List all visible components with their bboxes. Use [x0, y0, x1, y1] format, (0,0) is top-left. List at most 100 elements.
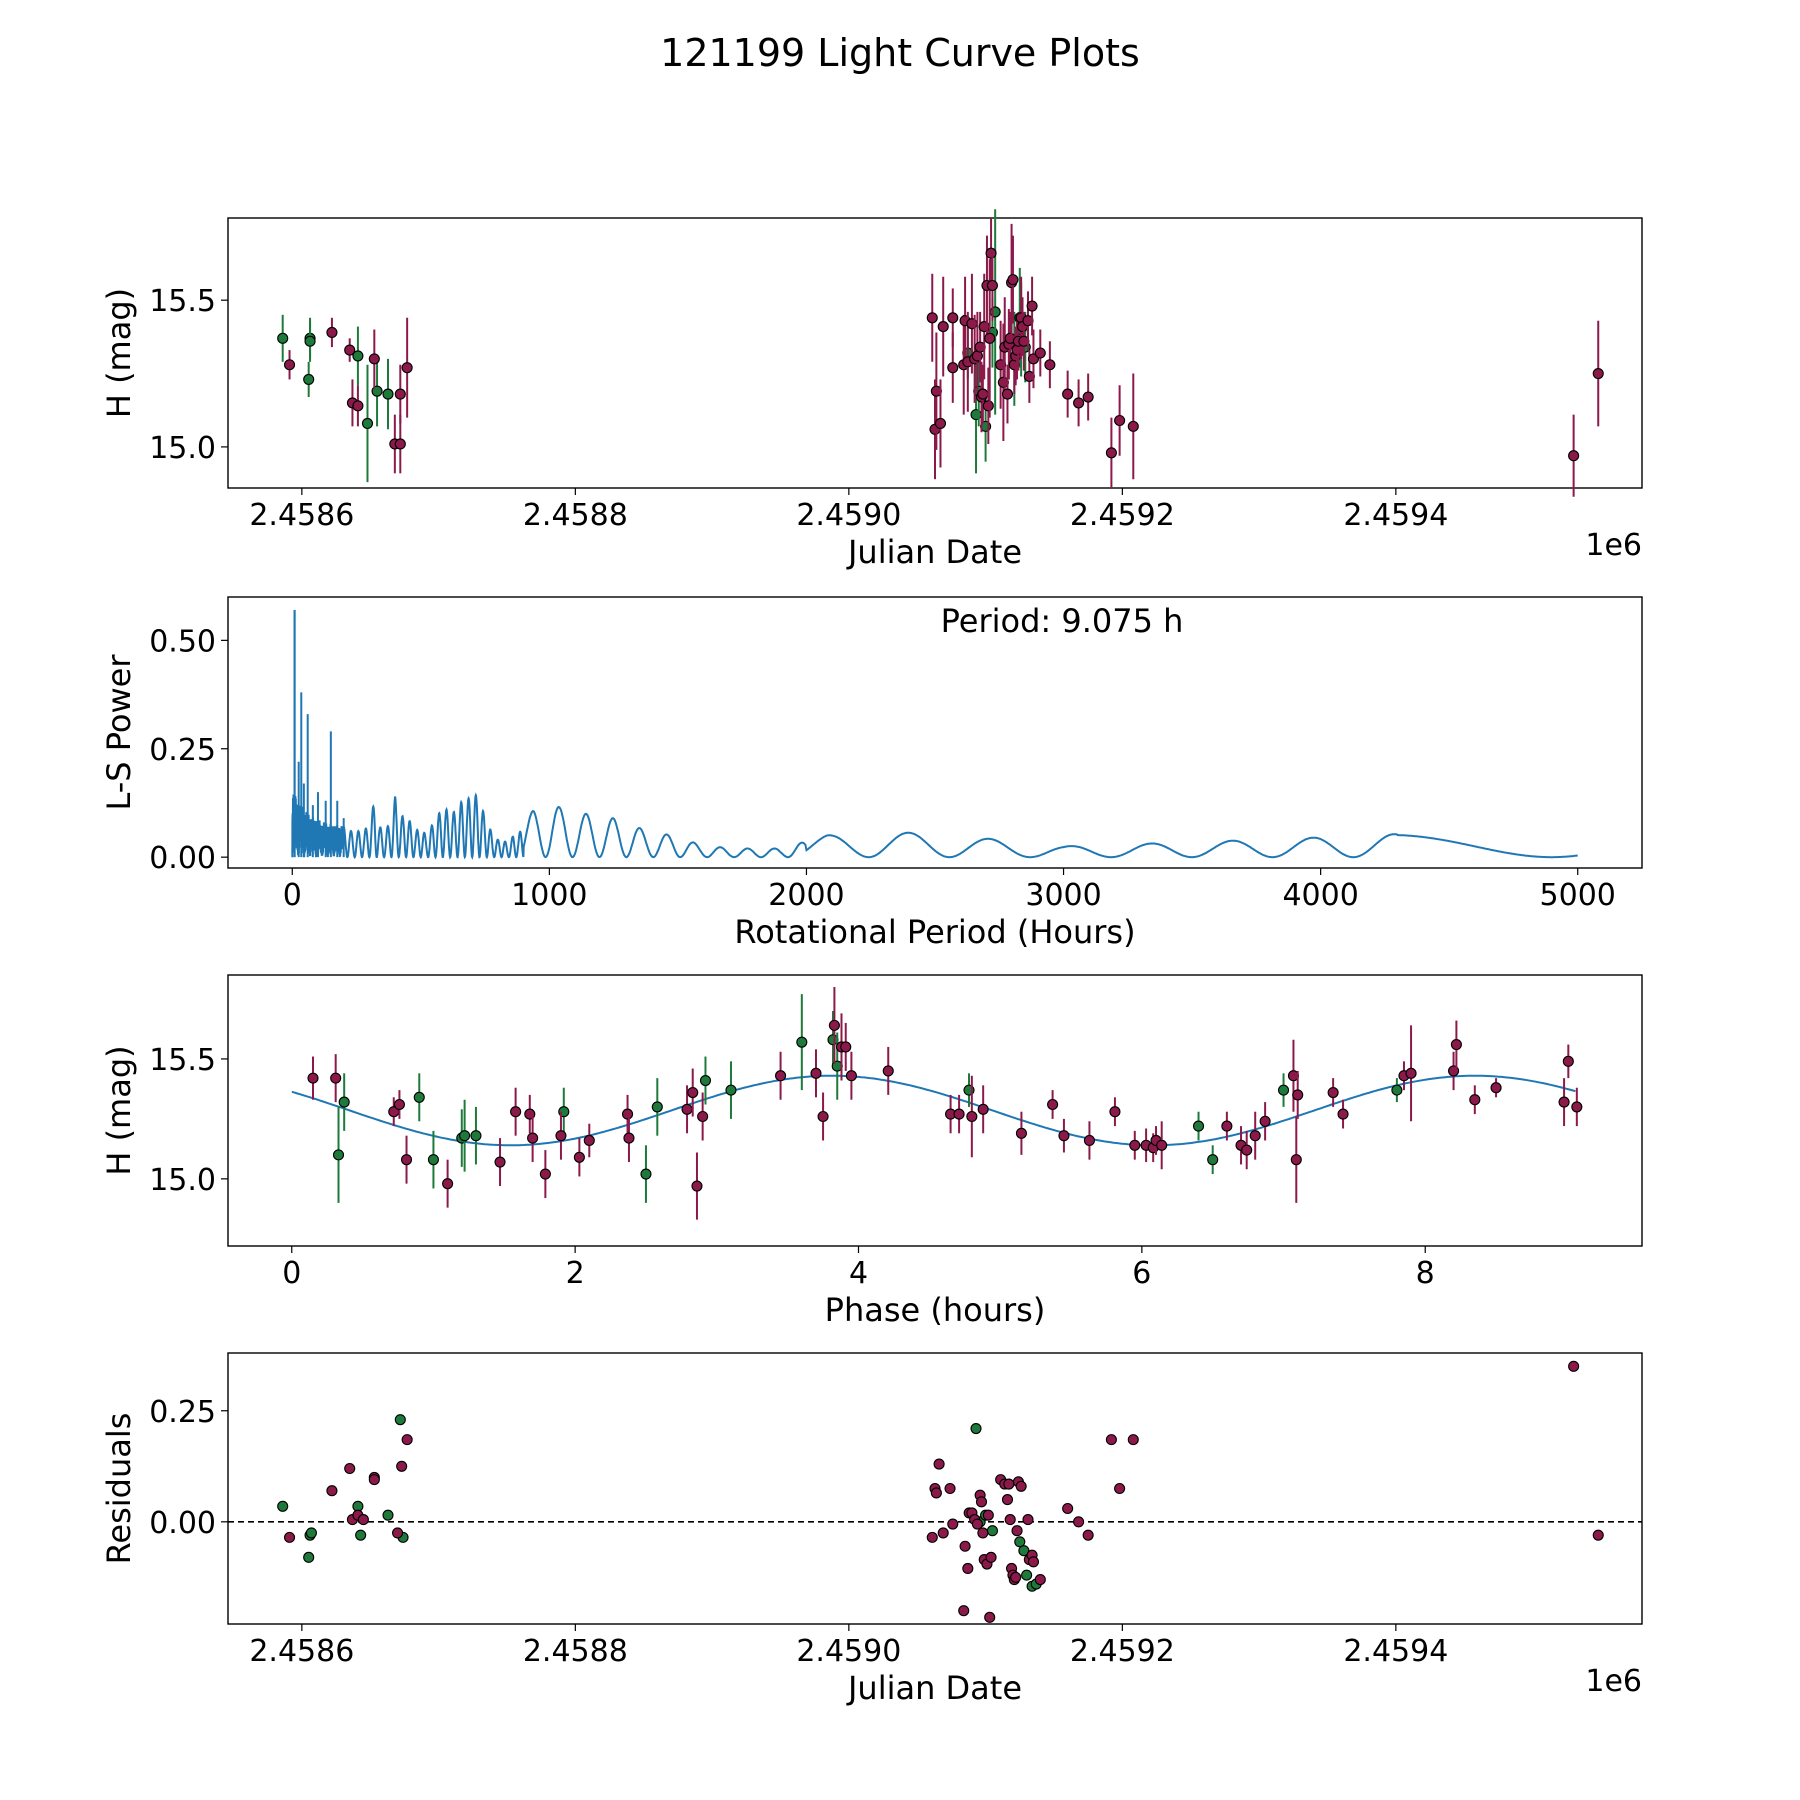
x-tick-label: 0: [283, 878, 302, 913]
x-tick-label: 5000: [1540, 878, 1616, 913]
data-point: [1010, 1571, 1022, 1583]
data-point: [1083, 1134, 1095, 1147]
data-point: [1192, 1120, 1205, 1132]
x-tick-label: 3000: [1025, 878, 1101, 913]
data-point: [985, 247, 997, 259]
data-point: [959, 1540, 971, 1552]
data-point: [1292, 1089, 1304, 1101]
data-point: [1156, 1139, 1168, 1151]
data-point: [555, 1130, 567, 1142]
data-point: [1568, 1360, 1580, 1372]
data-point: [977, 1103, 989, 1115]
data-point: [510, 1106, 522, 1118]
x-tick-label: 6: [1132, 1256, 1151, 1291]
residuals-series-red: [283, 1360, 1604, 1623]
data-point: [937, 1527, 949, 1539]
data-point: [699, 1074, 712, 1087]
y-tick-label: 0.00: [149, 841, 216, 876]
y-tick-label: 0.00: [149, 1506, 216, 1541]
x-tick-label: 2.4588: [523, 1634, 628, 1669]
data-point: [332, 1149, 345, 1161]
data-point: [1259, 1115, 1271, 1127]
data-point: [958, 1605, 970, 1617]
data-point: [1450, 1038, 1462, 1051]
data-point: [1034, 1574, 1046, 1586]
data-point: [1015, 1480, 1027, 1492]
data-point: [930, 1487, 942, 1499]
data-point: [283, 359, 296, 371]
x-tick-label: 4: [849, 1256, 868, 1291]
data-point: [986, 1525, 998, 1537]
data-point: [361, 417, 374, 429]
periodogram-frame: [227, 596, 1643, 869]
data-point: [382, 388, 394, 400]
data-point: [382, 1509, 394, 1521]
data-point: [840, 1041, 852, 1053]
y-axis-label: Residuals: [100, 1413, 138, 1565]
data-point: [926, 1531, 938, 1543]
data-point: [1001, 388, 1014, 400]
x-axis-label: Phase (hours): [825, 1291, 1046, 1329]
data-point: [845, 1070, 857, 1082]
data-point: [984, 332, 996, 344]
data-point: [394, 438, 406, 450]
data-point: [303, 373, 315, 385]
data-point: [1022, 1514, 1034, 1526]
data-point: [1207, 1154, 1219, 1166]
data-point: [305, 1527, 317, 1539]
data-point: [459, 1130, 471, 1142]
data-point: [1044, 359, 1056, 371]
data-point: [400, 1154, 413, 1166]
data-point: [1004, 1514, 1016, 1526]
x-tick-label: 0: [282, 1256, 301, 1291]
data-point: [882, 1065, 894, 1077]
data-point: [982, 1509, 994, 1521]
data-point: [937, 321, 949, 333]
data-point: [621, 1108, 634, 1120]
data-point: [344, 344, 356, 356]
data-point: [352, 350, 364, 362]
fit-curve: [291, 1074, 1576, 1147]
light-curve-panel: 2.4586 2.4588 2.4590 2.4592 2.4594 15.0 15.5 Ju…: [100, 209, 1643, 571]
data-point: [1047, 1098, 1059, 1111]
data-point: [1592, 1529, 1604, 1541]
y-axis-label: L-S Power: [100, 654, 138, 811]
data-point: [303, 1551, 315, 1563]
data-point: [977, 1527, 989, 1539]
x-offset-label: 1e6: [1585, 1664, 1642, 1699]
data-point: [1327, 1086, 1339, 1099]
data-point: [1027, 1556, 1040, 1568]
data-point: [368, 353, 380, 365]
data-point: [527, 1132, 539, 1144]
data-point: [1290, 1154, 1302, 1166]
data-point: [277, 332, 289, 344]
data-point: [357, 1514, 369, 1526]
x-tick-label: 8: [1416, 1256, 1435, 1291]
y-tick-label: 0.50: [149, 624, 216, 659]
data-point: [573, 1151, 585, 1163]
data-point: [1562, 1055, 1574, 1067]
data-point: [1127, 420, 1139, 432]
data-point: [947, 312, 959, 324]
residuals-panel: 2.4586 2.4588 2.4590 2.4592 2.4594 0.00 0.25 Ju…: [100, 1352, 1643, 1707]
residuals-frame: [227, 1352, 1643, 1625]
data-point: [1277, 1084, 1290, 1096]
data-point: [368, 1474, 380, 1486]
x-tick-label: 2000: [768, 878, 844, 913]
data-point: [1221, 1120, 1233, 1132]
data-point: [1405, 1067, 1417, 1079]
data-point: [344, 1462, 356, 1475]
data-point: [413, 1091, 425, 1103]
x-tick-label: 2.4594: [1343, 498, 1448, 533]
x-tick-label: 2.4586: [249, 498, 354, 533]
data-point: [371, 385, 383, 397]
data-point: [1073, 397, 1085, 409]
data-point: [687, 1086, 699, 1099]
x-tick-label: 2: [566, 1256, 585, 1291]
data-point: [1015, 1127, 1027, 1139]
data-point: [962, 1562, 974, 1575]
x-axis-label: Julian Date: [846, 1669, 1022, 1707]
x-tick-label: 1000: [511, 878, 587, 913]
data-point: [1391, 1084, 1403, 1096]
